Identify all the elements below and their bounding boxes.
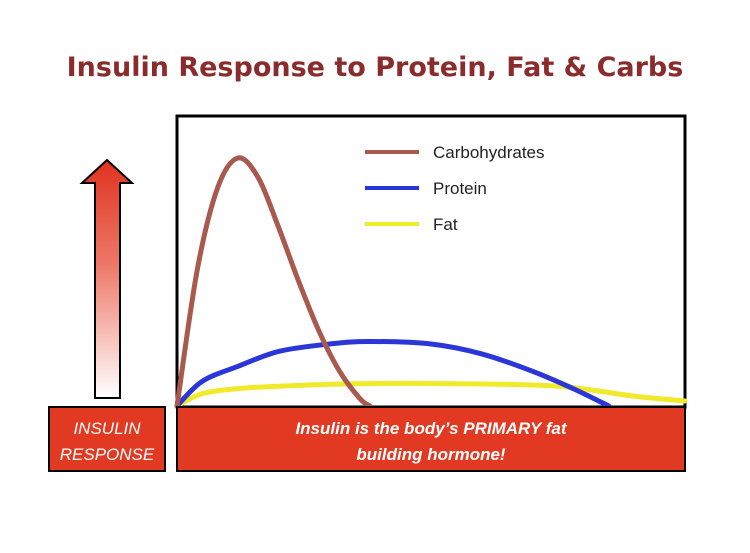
banner-line2: building hormone!: [356, 445, 506, 464]
series-layer: [174, 155, 688, 409]
side-label-line1: INSULIN: [73, 419, 141, 438]
plot-area: [175, 114, 687, 409]
insulin-response-box: [48, 406, 166, 472]
up-arrow-icon: [79, 158, 135, 399]
chart-title: Insulin Response to Protein, Fat & Carbs: [66, 52, 684, 83]
legend-label-carbohydrates: Carbohydrates: [433, 143, 545, 162]
banner-line1: Insulin is the body’s PRIMARY fat: [295, 419, 567, 438]
series-line-carbohydrates: [174, 155, 373, 409]
legend-label-protein: Protein: [433, 179, 487, 198]
banner-box: [176, 406, 686, 472]
side-label-line2: RESPONSE: [60, 445, 155, 464]
series-line-protein: [174, 339, 612, 409]
legend-label-fat: Fat: [433, 215, 458, 234]
legend: Carbohydrates Protein Fat: [365, 143, 545, 234]
series-line-fat: [174, 380, 688, 409]
